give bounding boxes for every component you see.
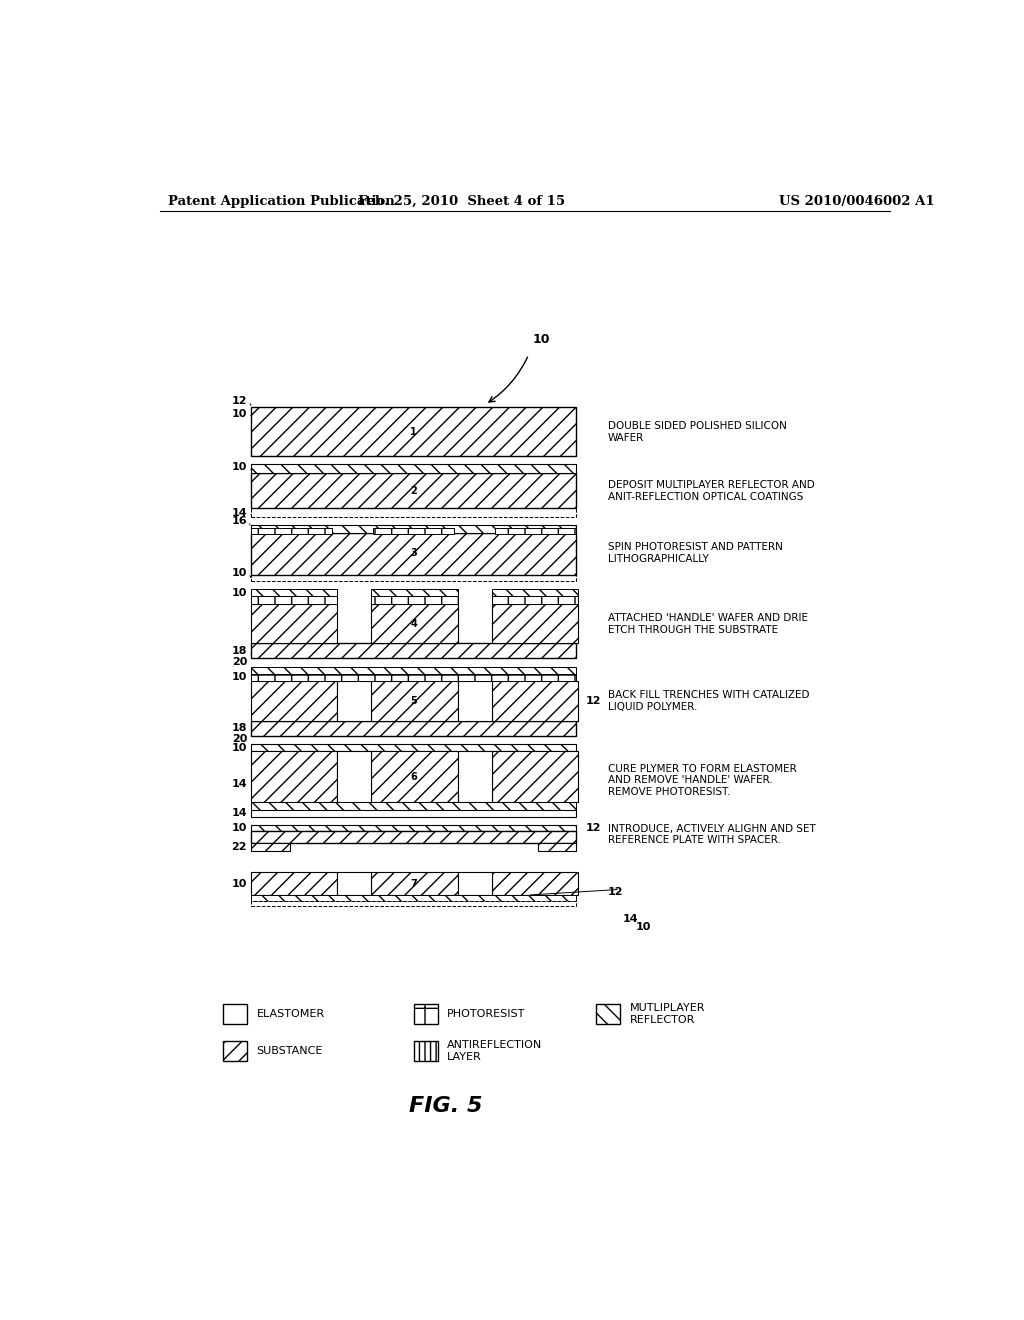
Bar [251, 474, 577, 508]
Bar [372, 589, 458, 597]
Text: 10: 10 [532, 334, 550, 346]
Text: 10: 10 [231, 672, 247, 682]
Bar [458, 681, 492, 721]
Bar [251, 643, 577, 659]
Bar [251, 597, 337, 603]
Bar [492, 873, 578, 895]
Bar [492, 751, 578, 803]
Bar [251, 895, 577, 900]
Text: 7: 7 [411, 879, 417, 888]
Text: 16: 16 [231, 516, 247, 527]
Text: SUBSTANCE: SUBSTANCE [257, 1045, 323, 1056]
Bar [223, 1005, 247, 1024]
Text: 10: 10 [231, 587, 247, 598]
Text: 10: 10 [636, 921, 651, 932]
Bar [596, 1005, 620, 1024]
Text: 20: 20 [231, 734, 247, 743]
Text: SPIN PHOTORESIST AND PATTERN
LITHOGRAPHICALLY: SPIN PHOTORESIST AND PATTERN LITHOGRAPHI… [608, 543, 783, 564]
Text: 14: 14 [623, 913, 638, 924]
Text: ANTIREFLECTION
LAYER: ANTIREFLECTION LAYER [447, 1040, 543, 1061]
Bar [492, 589, 578, 597]
Text: 18: 18 [231, 723, 247, 733]
Text: DOUBLE SIDED POLISHED SILICON
WAFER: DOUBLE SIDED POLISHED SILICON WAFER [608, 421, 787, 442]
Text: 4: 4 [411, 619, 417, 628]
Bar [414, 1040, 437, 1061]
Bar [337, 873, 372, 895]
Text: 6: 6 [411, 772, 417, 781]
Text: PHOTORESIST: PHOTORESIST [447, 1010, 525, 1019]
Text: ATTACHED 'HANDLE' WAFER AND DRIE
ETCH THROUGH THE SUBSTRATE: ATTACHED 'HANDLE' WAFER AND DRIE ETCH TH… [608, 612, 808, 635]
Text: 12: 12 [586, 696, 601, 706]
Text: 22: 22 [231, 842, 247, 853]
Bar [251, 751, 337, 803]
Bar [372, 681, 458, 721]
Bar [372, 603, 458, 643]
Text: 10: 10 [231, 822, 247, 833]
Bar [251, 825, 577, 830]
Bar [223, 1040, 247, 1061]
Text: 10: 10 [231, 462, 247, 473]
Text: 18: 18 [231, 645, 247, 656]
Text: 12: 12 [608, 887, 624, 898]
Bar [495, 528, 577, 535]
Bar [492, 603, 578, 643]
Text: 2: 2 [411, 486, 417, 496]
Bar [372, 751, 458, 803]
Bar [251, 830, 577, 843]
Bar [492, 597, 578, 603]
Bar [372, 597, 458, 603]
Text: 14: 14 [231, 808, 247, 818]
Text: 5: 5 [411, 696, 417, 706]
Bar [251, 721, 577, 735]
Bar [251, 673, 577, 681]
Text: MUTLIPLAYER
REFLECTOR: MUTLIPLAYER REFLECTOR [630, 1003, 706, 1026]
Text: 10: 10 [231, 408, 247, 418]
Bar [251, 843, 290, 851]
Text: CURE PLYMER TO FORM ELASTOMER
AND REMOVE 'HANDLE' WAFER.
REMOVE PHOTORESIST.: CURE PLYMER TO FORM ELASTOMER AND REMOVE… [608, 764, 797, 797]
Text: 10: 10 [231, 879, 247, 888]
Bar [251, 667, 577, 673]
Bar [251, 525, 577, 533]
Bar [458, 751, 492, 803]
Text: 14: 14 [231, 780, 247, 789]
Text: ELASTOMER: ELASTOMER [257, 1010, 325, 1019]
Text: DEPOSIT MULTIPLAYER REFLECTOR AND
ANIT-REFLECTION OPTICAL COATINGS: DEPOSIT MULTIPLAYER REFLECTOR AND ANIT-R… [608, 480, 815, 502]
Text: 14: 14 [231, 508, 247, 517]
Bar [373, 528, 455, 535]
Bar [538, 843, 577, 851]
Bar [251, 574, 577, 581]
Bar [251, 809, 577, 817]
Bar [337, 681, 372, 721]
Bar [414, 1005, 437, 1024]
Bar [251, 465, 577, 474]
Bar [251, 589, 337, 597]
Bar [337, 751, 372, 803]
Bar [251, 744, 577, 751]
Bar [251, 408, 577, 457]
Text: Patent Application Publication: Patent Application Publication [168, 194, 394, 207]
Text: 10: 10 [231, 743, 247, 752]
Bar [251, 528, 333, 535]
Text: Feb. 25, 2010  Sheet 4 of 15: Feb. 25, 2010 Sheet 4 of 15 [357, 194, 565, 207]
Text: US 2010/0046002 A1: US 2010/0046002 A1 [778, 194, 934, 207]
Bar [492, 681, 578, 721]
Text: 3: 3 [411, 548, 417, 558]
Bar [458, 873, 492, 895]
Bar [251, 508, 577, 517]
Text: 12: 12 [586, 822, 601, 833]
Text: INTRODUCE, ACTIVELY ALIGHN AND SET
REFERENCE PLATE WITH SPACER.: INTRODUCE, ACTIVELY ALIGHN AND SET REFER… [608, 824, 816, 845]
Text: 20: 20 [231, 656, 247, 667]
Bar [251, 803, 577, 809]
Text: 12: 12 [231, 396, 247, 407]
Text: BACK FILL TRENCHES WITH CATALIZED
LIQUID POLYMER.: BACK FILL TRENCHES WITH CATALIZED LIQUID… [608, 690, 810, 711]
Bar [251, 533, 577, 574]
Bar [251, 900, 577, 907]
Bar [251, 603, 337, 643]
Text: 10: 10 [231, 568, 247, 578]
Bar [251, 873, 337, 895]
Text: 1: 1 [411, 426, 417, 437]
Bar [372, 873, 458, 895]
Text: FIG. 5: FIG. 5 [409, 1096, 482, 1115]
Bar [251, 681, 337, 721]
